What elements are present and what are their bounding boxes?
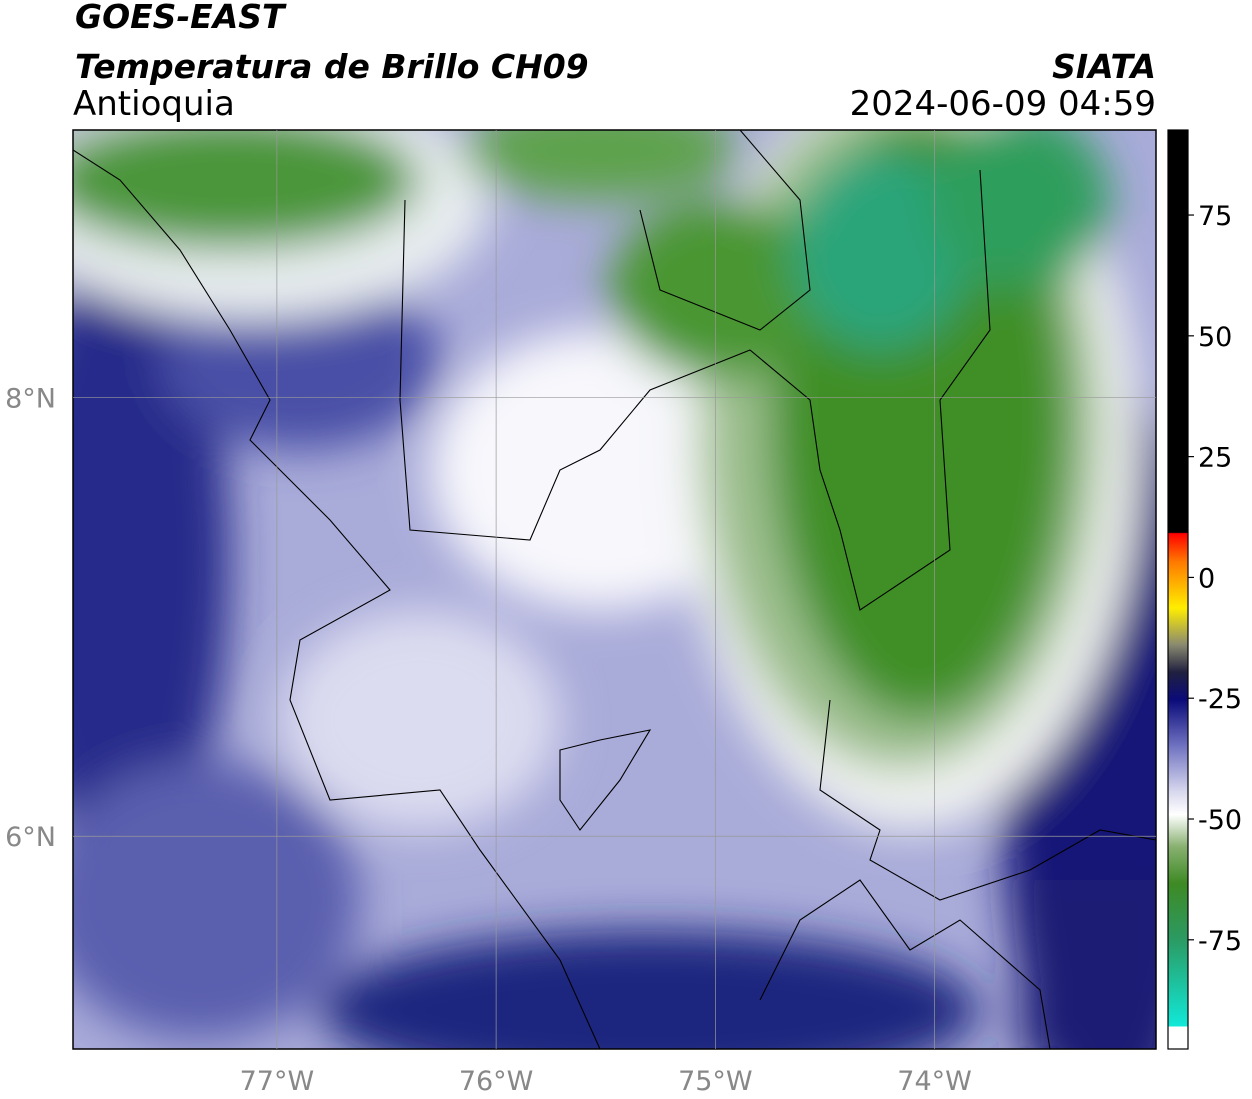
borders xyxy=(73,130,1156,1049)
brightness-field xyxy=(73,130,1156,1049)
timestamp: 2024-06-09 04:59 xyxy=(850,84,1156,124)
colorbar-tick-label: -75 xyxy=(1198,926,1242,957)
colorbar-tick-label: 0 xyxy=(1198,563,1215,594)
x-tick-label: 75°W xyxy=(678,1066,753,1097)
subtitle: Temperatura de Brillo CH09 xyxy=(75,47,589,86)
colorbar-tick-label: -50 xyxy=(1198,805,1242,836)
title: GOES-EAST xyxy=(75,0,287,36)
colorbar-ticks: 75 50 25 0 -25 -50 -75 xyxy=(1188,201,1242,957)
map-frame xyxy=(72,129,1157,1050)
colorbar-tick-label: 75 xyxy=(1198,201,1232,232)
colorbar-tick-label: 25 xyxy=(1198,443,1232,474)
colorbar-tick-label: -25 xyxy=(1198,684,1242,715)
colorbar xyxy=(1167,129,1189,1050)
x-tick-label: 76°W xyxy=(459,1066,534,1097)
x-tick-label: 74°W xyxy=(897,1066,972,1097)
colorbar-tick-label: 50 xyxy=(1198,322,1232,353)
y-tick-label: 6°N xyxy=(5,822,56,853)
y-tick-label: 8°N xyxy=(5,384,56,415)
axes: 77°W 76°W 75°W 74°W 8°N 6°N xyxy=(5,130,1156,1097)
region: Antioquia xyxy=(73,84,235,124)
source: SIATA xyxy=(1052,47,1156,86)
x-tick-label: 77°W xyxy=(240,1066,315,1097)
